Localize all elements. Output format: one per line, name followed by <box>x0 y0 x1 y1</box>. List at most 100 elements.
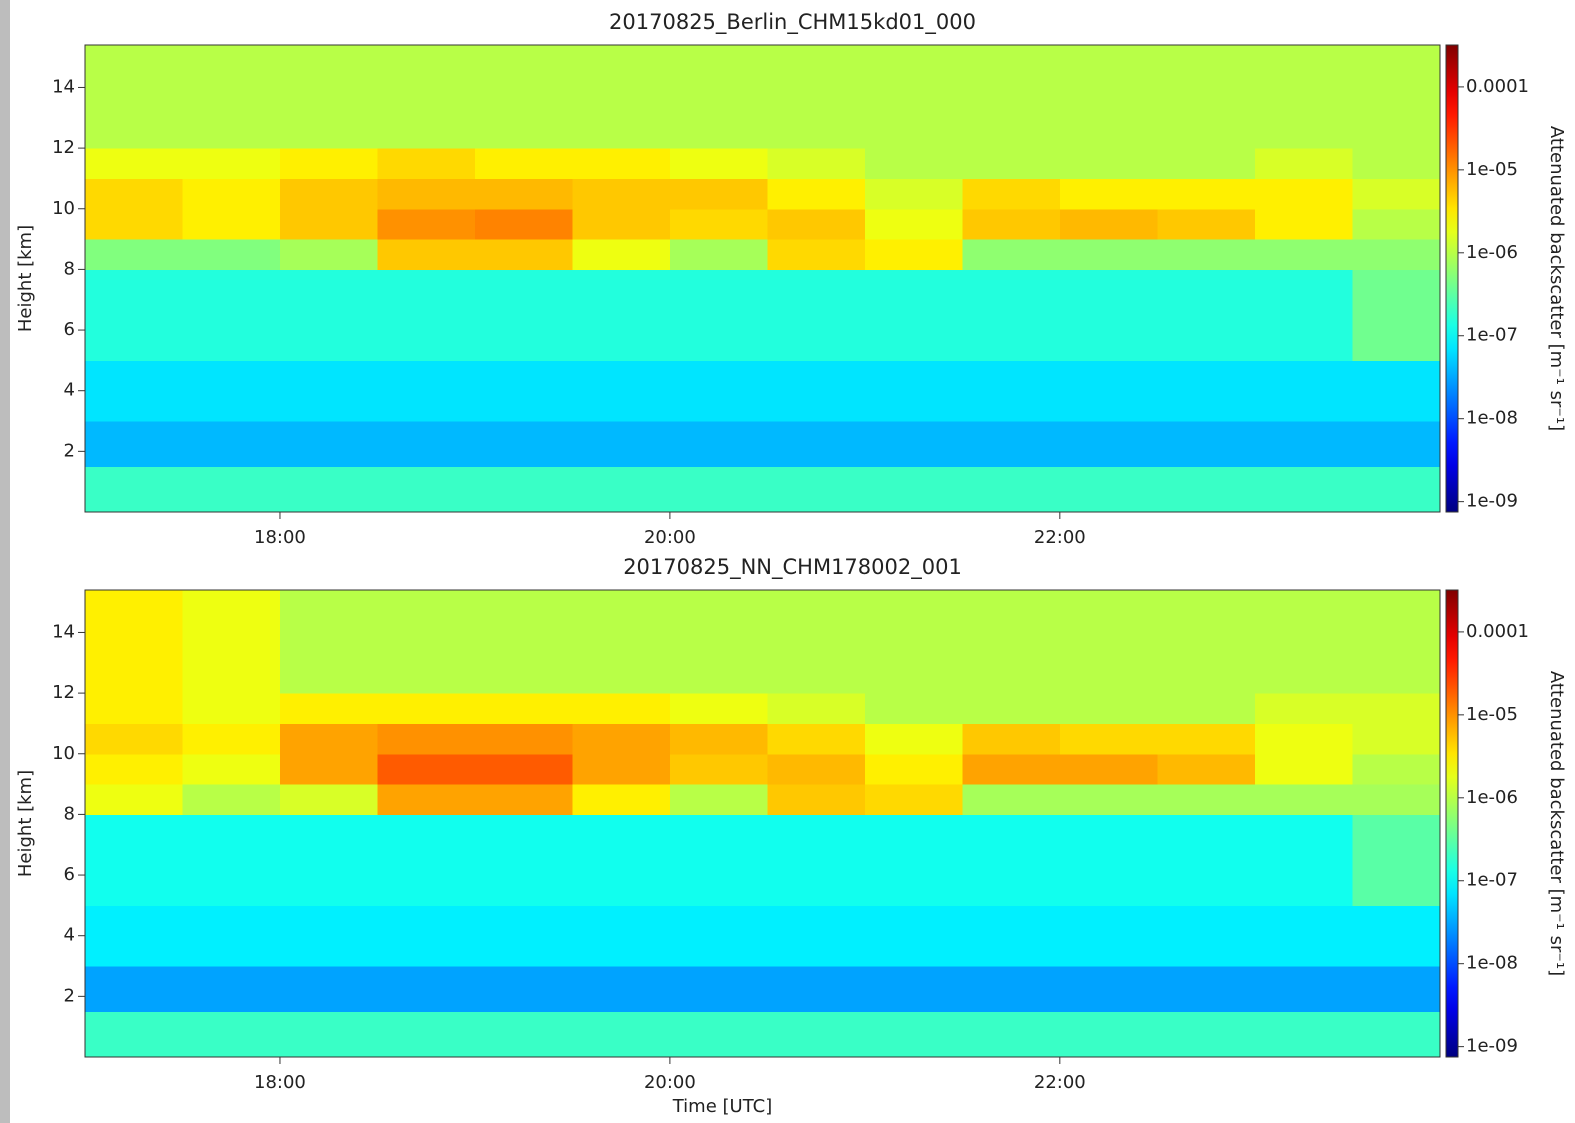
heat-cell <box>474 905 573 967</box>
heat-cell <box>1352 1011 1441 1058</box>
heat-cell <box>279 753 378 785</box>
heat-cell <box>1059 148 1158 179</box>
heat-cell <box>1059 723 1158 755</box>
heat-cell <box>474 239 573 270</box>
y-tick-label: 12 <box>52 682 75 703</box>
heat-cell <box>1059 590 1158 694</box>
heat-cell <box>864 360 963 422</box>
heat-cell <box>1352 753 1441 785</box>
heat-cell <box>474 421 573 468</box>
heat-cell <box>279 466 378 513</box>
heat-cell <box>962 590 1061 694</box>
heat-cell <box>182 45 281 149</box>
heat-cell <box>1157 421 1256 468</box>
heat-cell <box>864 723 963 755</box>
heat-cell <box>572 421 671 468</box>
heat-cell <box>1352 966 1441 1013</box>
heat-cell <box>1157 905 1256 967</box>
heat-cell <box>1352 466 1441 513</box>
heat-cell <box>669 905 768 967</box>
heat-cell <box>669 148 768 179</box>
heat-cell <box>669 723 768 755</box>
heat-cell <box>767 966 866 1013</box>
heat-cell <box>1059 466 1158 513</box>
heat-cell <box>377 269 476 361</box>
heat-cell <box>1157 239 1256 270</box>
heat-cell <box>474 693 573 724</box>
heat-cell <box>962 966 1061 1013</box>
heat-cell <box>767 814 866 906</box>
colorbar-tick-label: 1e-08 <box>1466 408 1518 429</box>
heat-cell <box>1059 421 1158 468</box>
heat-cell <box>572 148 671 179</box>
heat-cell <box>279 784 378 815</box>
heat-cell <box>572 466 671 513</box>
heat-cell <box>182 753 281 785</box>
heat-cell <box>962 208 1061 240</box>
heat-cell <box>279 208 378 240</box>
heat-cell <box>85 45 183 149</box>
heat-cell <box>669 966 768 1013</box>
heat-cell <box>767 753 866 785</box>
heat-cell <box>864 693 963 724</box>
heat-cell <box>669 1011 768 1058</box>
heat-cell <box>767 239 866 270</box>
heat-cell <box>377 208 476 240</box>
heat-cell <box>864 239 963 270</box>
y-tick-label: 2 <box>64 440 75 461</box>
heat-cell <box>474 466 573 513</box>
heat-cell <box>1254 239 1353 270</box>
heat-cell <box>572 1011 671 1058</box>
y-tick-label: 10 <box>52 743 75 764</box>
heat-cell <box>182 723 281 755</box>
heat-cell <box>279 814 378 906</box>
colorbar-tick-label: 1e-09 <box>1466 1036 1518 1057</box>
heat-cell <box>85 905 183 967</box>
heat-cell <box>1254 466 1353 513</box>
heat-cell <box>85 208 183 240</box>
heat-cell <box>377 239 476 270</box>
colorbar-tick-label: 1e-08 <box>1466 953 1518 974</box>
heat-cell <box>669 178 768 210</box>
heat-cell <box>85 590 183 694</box>
y-axis-label: Height [km] <box>15 225 36 332</box>
heat-cell <box>1059 178 1158 210</box>
heat-cell <box>1157 148 1256 179</box>
heat-cell <box>377 45 476 149</box>
heat-cell <box>1059 208 1158 240</box>
heat-cell <box>182 239 281 270</box>
heat-cell <box>1352 784 1441 815</box>
heat-cell <box>474 753 573 785</box>
heat-cell <box>669 784 768 815</box>
heat-cell <box>85 723 183 755</box>
heat-cell <box>1254 693 1353 724</box>
heat-cell <box>85 360 183 422</box>
y-tick-label: 2 <box>64 985 75 1006</box>
heat-cell <box>182 905 281 967</box>
heat-cell <box>85 239 183 270</box>
heat-cell <box>864 466 963 513</box>
heat-cell <box>669 239 768 270</box>
colorbar-tick-label: 0.0001 <box>1466 76 1529 97</box>
heat-cell <box>1352 178 1441 210</box>
heat-cell <box>279 905 378 967</box>
heat-cell <box>572 723 671 755</box>
heat-cell <box>474 178 573 210</box>
heat-cell <box>767 905 866 967</box>
heat-cell <box>767 269 866 361</box>
heat-cell <box>1157 1011 1256 1058</box>
heat-cell <box>962 753 1061 785</box>
heat-cell <box>572 693 671 724</box>
y-tick-label: 6 <box>64 864 75 885</box>
heat-cell <box>767 208 866 240</box>
heat-cell <box>1352 45 1441 149</box>
heat-cell <box>1352 208 1441 240</box>
x-tick-label: 20:00 <box>644 1072 696 1093</box>
heat-cell <box>182 466 281 513</box>
colorbar <box>1445 44 1459 513</box>
heat-cell <box>572 905 671 967</box>
heat-cell <box>864 148 963 179</box>
heat-cell <box>1059 1011 1158 1058</box>
